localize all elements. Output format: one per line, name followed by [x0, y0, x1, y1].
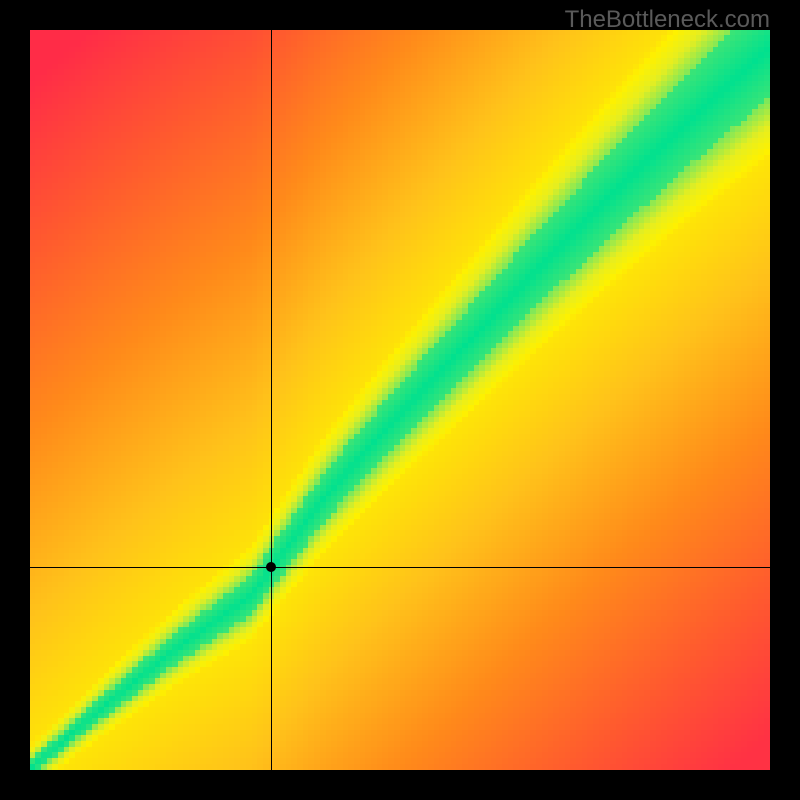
crosshair-horizontal: [30, 567, 770, 568]
crosshair-vertical: [271, 30, 272, 770]
heatmap-chart: [30, 30, 770, 770]
crosshair-marker: [266, 562, 276, 572]
watermark-text: TheBottleneck.com: [565, 6, 770, 34]
heatmap-canvas: [30, 30, 770, 770]
